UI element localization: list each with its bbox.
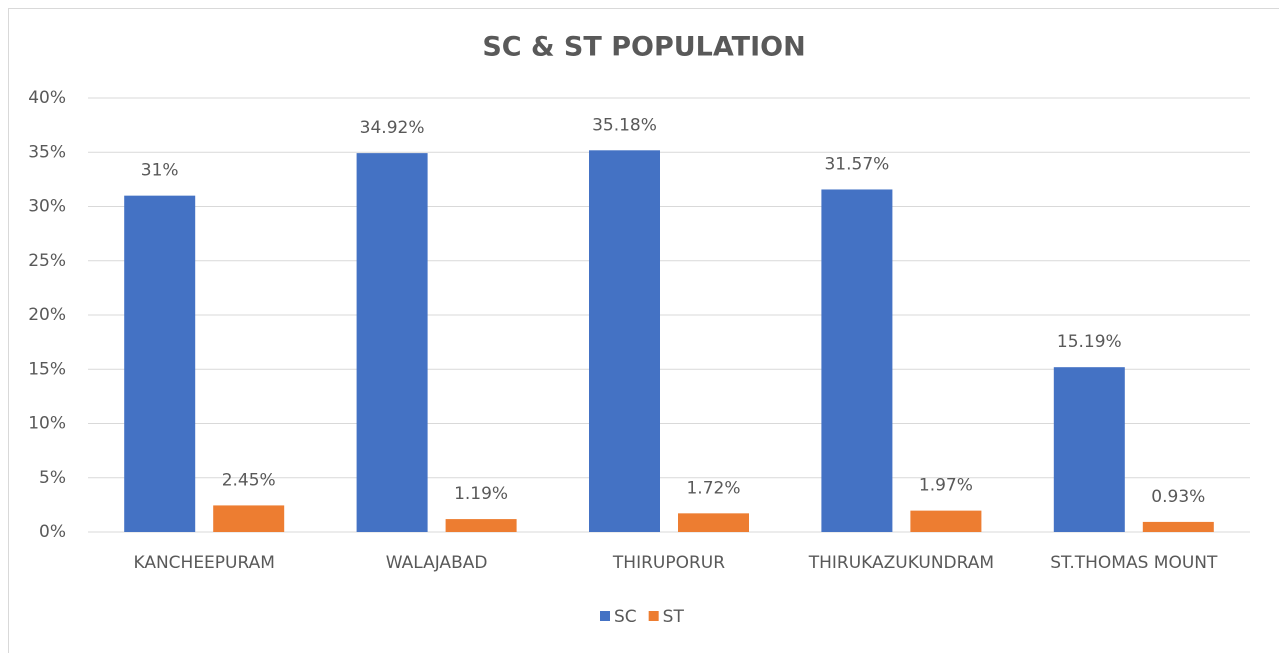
legend-swatch: [648, 611, 659, 621]
bar: [356, 153, 428, 533]
x-tick-label: ST.THOMAS MOUNT: [1050, 553, 1218, 573]
data-label: 1.72%: [686, 478, 740, 498]
data-label: 2.45%: [222, 470, 276, 490]
legend-label: ST: [663, 607, 685, 627]
y-tick-label: 35%: [28, 142, 66, 162]
bar: [678, 513, 749, 532]
y-tick-label: 0%: [39, 522, 66, 542]
x-tick-label: THIRUPORUR: [612, 553, 725, 573]
bar: [589, 150, 660, 532]
data-label: 31%: [141, 161, 179, 181]
bar: [445, 519, 517, 532]
legend-swatch: [600, 611, 610, 621]
data-label: 31.57%: [824, 154, 889, 174]
data-label: 0.93%: [1151, 487, 1205, 507]
y-tick-label: 15%: [28, 359, 66, 379]
data-label: 1.97%: [919, 476, 973, 496]
x-tick-label: THIRUKAZUKUNDRAM: [808, 553, 994, 573]
legend-label: SC: [614, 607, 637, 627]
y-tick-label: 25%: [28, 251, 66, 271]
chart-title: SC & ST POPULATION: [482, 32, 805, 63]
data-label: 1.19%: [454, 484, 508, 504]
bar: [910, 510, 982, 532]
bar: [213, 505, 285, 532]
y-tick-label: 40%: [28, 88, 66, 108]
data-label: 15.19%: [1057, 332, 1122, 352]
x-tick-label: WALAJABAD: [386, 553, 488, 573]
y-tick-label: 30%: [28, 197, 66, 217]
x-tick-label: KANCHEEPURAM: [133, 553, 274, 573]
y-tick-label: 10%: [28, 414, 66, 434]
data-label: 34.92%: [360, 118, 425, 138]
bar: [1053, 367, 1125, 532]
y-tick-label: 20%: [28, 305, 66, 325]
bar: [821, 189, 893, 532]
bar: [124, 195, 196, 532]
y-tick-label: 5%: [39, 468, 66, 488]
bar: [1142, 521, 1214, 532]
data-label: 35.18%: [592, 115, 657, 135]
